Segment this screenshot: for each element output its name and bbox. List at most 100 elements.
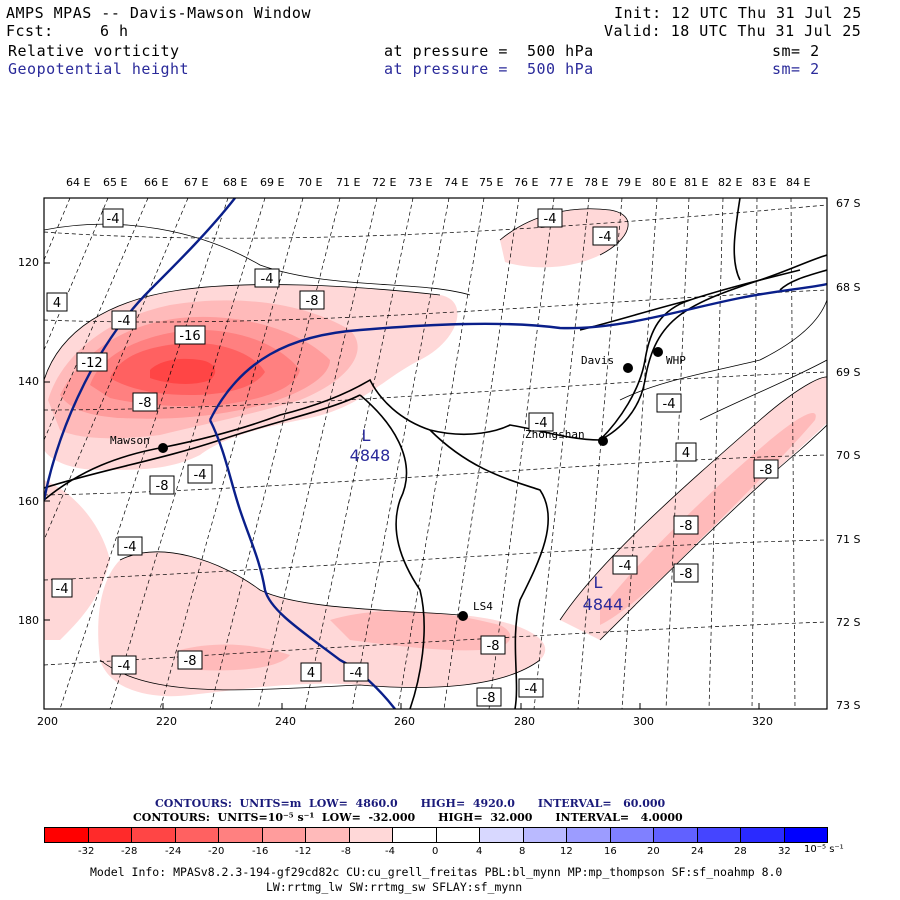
svg-text:-4: -4 [544, 212, 557, 227]
vort-label: -16 [174, 325, 206, 345]
lon-label: 66 E [144, 176, 169, 189]
vort-label: -4 [592, 226, 618, 246]
lon-label: 75 E [479, 176, 504, 189]
init-time: Init: 12 UTC Thu 31 Jul 25 [614, 4, 862, 22]
y-grid-label: 160 [18, 495, 39, 508]
vort-label: 4 [46, 292, 68, 312]
height-low-labels: L 4848 L 4844 [350, 426, 624, 614]
vort-label: -8 [673, 515, 699, 535]
vorticity-contour-info: CONTOURS: UNITS=10⁻⁵ s⁻¹ LOW= -32.000 HI… [133, 811, 683, 824]
colorbar-bin [610, 828, 654, 842]
svg-text:-4: -4 [118, 659, 131, 674]
lat-label: 73 S [836, 699, 861, 712]
lon-label: 72 E [372, 176, 397, 189]
svg-text:-8: -8 [139, 396, 152, 411]
x-grid-label: 320 [752, 715, 773, 728]
colorbar-bin [219, 828, 263, 842]
vorticity-contours [44, 208, 827, 691]
vorticity-labels: -4 -4 -4 -4 -8 4 -4 -16 -12 -8 -4 -4 -8 … [46, 208, 779, 707]
svg-text:-4: -4 [261, 272, 274, 287]
svg-text:4844: 4844 [583, 595, 624, 614]
vort-label: 4 [675, 442, 697, 462]
vort-label: -4 [187, 464, 213, 484]
colorbar-bin [523, 828, 567, 842]
colorbar-tick: -12 [295, 846, 312, 857]
colorbar-bin [480, 828, 524, 842]
lat-label: 70 S [836, 449, 861, 462]
colorbar-units: 10⁻⁵ s⁻¹ [804, 844, 844, 855]
vort-label: -4 [117, 536, 143, 556]
lon-label: 70 E [298, 176, 323, 189]
colorbar-bin [45, 828, 89, 842]
svg-text:-8: -8 [680, 567, 693, 582]
forecast-hours: 6 h [100, 22, 129, 40]
svg-text:L: L [362, 426, 371, 445]
svg-text:-8: -8 [680, 519, 693, 534]
height-contour-info: CONTOURS: UNITS=m LOW= 4860.0 HIGH= 4920… [155, 797, 666, 810]
colorbar-tick: 24 [691, 846, 704, 857]
colorbar-bin [741, 828, 785, 842]
vort-label: 4 [300, 662, 322, 682]
colorbar-bin [654, 828, 698, 842]
model-info-line2: LW:rrtmg_lw SW:rrtmg_sw SFLAY:sf_mynn [266, 880, 523, 894]
vort-label: -8 [132, 392, 158, 412]
vort-label: -8 [299, 290, 325, 310]
vort-label: -12 [76, 352, 108, 372]
forecast-label: Fcst: [6, 22, 54, 40]
lon-label: 76 E [514, 176, 539, 189]
colorbar-tick: -28 [121, 846, 138, 857]
field1-name: Relative vorticity [8, 42, 180, 60]
vort-label: -4 [528, 412, 554, 432]
lon-label: 78 E [584, 176, 609, 189]
colorbar-tick: -16 [252, 846, 269, 857]
lon-label: 65 E [103, 176, 128, 189]
axis-ticks [43, 262, 760, 709]
svg-text:-8: -8 [483, 691, 496, 706]
model-info-line1: Model Info: MPASv8.2.3-194-gf29cd82c CU:… [90, 865, 783, 879]
svg-text:4: 4 [307, 666, 315, 681]
colorbar-bin [697, 828, 741, 842]
svg-text:-12: -12 [81, 356, 102, 371]
svg-text:L: L [594, 573, 603, 592]
x-grid-label: 200 [37, 715, 58, 728]
field2-level: at pressure = 500 hPa [384, 60, 594, 78]
svg-text:Zhongshan: Zhongshan [525, 428, 585, 441]
vort-label: -8 [149, 475, 175, 495]
lon-label: 67 E [184, 176, 209, 189]
colorbar-tick: -32 [78, 846, 95, 857]
colorbar-tick: -20 [208, 846, 225, 857]
svg-text:-16: -16 [179, 329, 200, 344]
lat-label: 72 S [836, 616, 861, 629]
svg-text:-8: -8 [306, 294, 319, 309]
colorbar-tick: 0 [432, 846, 439, 857]
vort-label: -8 [480, 635, 506, 655]
field2-smoothing: sm= 2 [772, 60, 820, 78]
lat-label: 71 S [836, 533, 861, 546]
vort-label: -8 [476, 687, 502, 707]
colorbar-tick: 20 [647, 846, 660, 857]
lat-label: 68 S [836, 281, 861, 294]
lon-label: 84 E [786, 176, 811, 189]
plot-title: AMPS MPAS -- Davis-Mawson Window [6, 4, 311, 22]
svg-text:-4: -4 [194, 468, 207, 483]
svg-text:WHP: WHP [666, 354, 686, 367]
svg-text:-8: -8 [760, 463, 773, 478]
colorbar-bin [262, 828, 306, 842]
vort-label: -4 [111, 655, 137, 675]
vort-label: -4 [612, 555, 638, 575]
height-contours [44, 198, 827, 709]
field1-smoothing: sm= 2 [772, 42, 820, 60]
svg-text:4848: 4848 [350, 446, 391, 465]
lat-label: 69 S [836, 366, 861, 379]
lon-label: 82 E [718, 176, 743, 189]
vort-label: -4 [254, 268, 280, 288]
vort-label: -4 [656, 393, 682, 413]
lon-label: 83 E [752, 176, 777, 189]
colorbar-tick: 12 [560, 846, 573, 857]
lon-label: 74 E [444, 176, 469, 189]
vort-label: -4 [537, 208, 563, 228]
svg-text:-4: -4 [350, 666, 363, 681]
colorbar-tick: 16 [604, 846, 617, 857]
lon-label: 79 E [617, 176, 642, 189]
